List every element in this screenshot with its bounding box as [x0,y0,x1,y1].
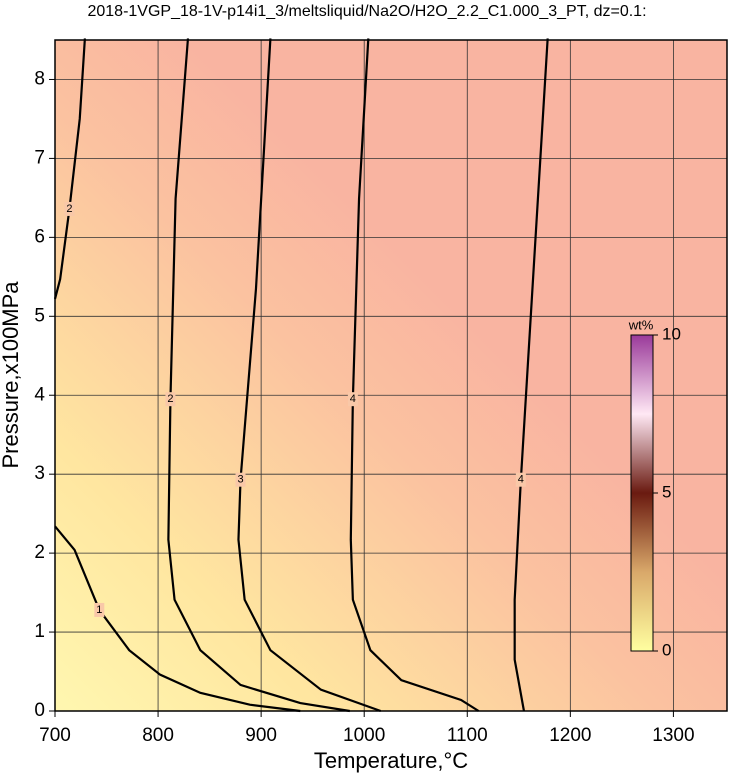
x-tick-label: 700 [39,725,71,746]
contour-label-bg [347,392,358,407]
x-tick-label: 1200 [549,725,591,746]
contour-line [349,38,480,712]
y-tick-label: 2 [34,542,45,563]
contour-label: 4 [518,474,524,486]
contour-label: 4 [350,393,356,405]
y-tick-label: 8 [34,68,45,89]
contour-line [167,38,350,713]
colorbar-tick-label: 10 [662,324,681,343]
contour-label: 2 [66,203,72,215]
contour-line [513,38,549,712]
y-axis-label: Pressure,x100MPa [0,281,23,469]
contour-label: 1 [96,604,102,616]
colorbar-label: wt% [628,317,654,332]
x-axis-label: Temperature,°C [314,748,468,773]
y-tick-label: 0 [34,700,45,721]
x-tick-label: 1000 [343,725,385,746]
colorbar [630,334,654,652]
contour-label: 2 [167,393,173,405]
y-tick-label: 5 [34,305,45,326]
colorbar-tick-label: 5 [662,482,671,501]
contours: 1 2 2 3 4 4 [53,38,549,713]
y-tick-label: 3 [34,463,45,484]
y-tick-label: 1 [34,621,45,642]
colorbar-tick-label: 0 [662,640,671,659]
y-tick-label: 6 [34,226,45,247]
x-tick-label: 1100 [447,725,488,746]
contour-label-bg [235,472,246,487]
contour-label-bg [165,392,176,407]
contour-line [237,38,382,713]
contour-label-bg [515,472,526,487]
contour-label-bg [94,602,105,617]
contour-label: 3 [237,474,243,486]
plot-frame [54,39,728,712]
x-tick-label: 800 [142,725,174,746]
plot-background [55,40,727,711]
y-tick-label: 7 [34,147,45,168]
contour-label-bg [64,201,75,216]
chart-title: 2018-1VGP_18-1V-p14i1_3/meltsliquid/Na2O… [87,3,646,20]
x-tick-label: 900 [245,725,277,746]
x-tick-label: 1300 [652,725,694,746]
y-tick-label: 4 [34,384,45,405]
contour-line [54,525,301,713]
